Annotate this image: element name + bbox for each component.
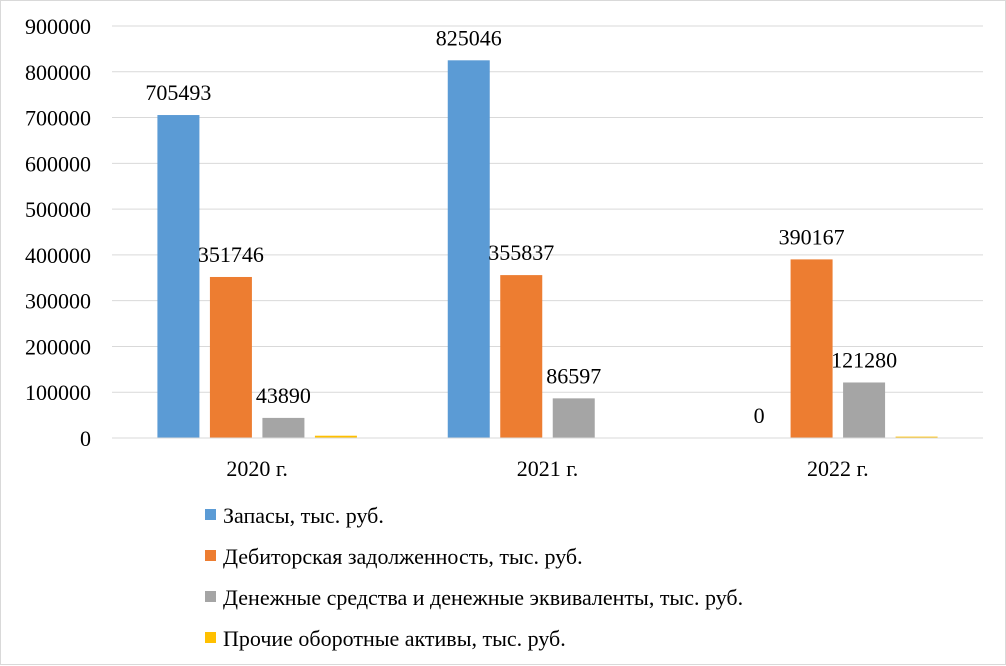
y-tick-label: 300000 bbox=[25, 289, 91, 314]
y-tick-label: 200000 bbox=[25, 334, 91, 359]
data-label: 355837 bbox=[488, 240, 554, 265]
x-tick-label: 2022 г. bbox=[807, 456, 869, 481]
data-label: 351746 bbox=[198, 242, 264, 267]
legend-item: Запасы, тыс. руб. bbox=[205, 503, 384, 528]
y-tick-label: 700000 bbox=[25, 106, 91, 131]
y-tick-label: 100000 bbox=[25, 380, 91, 405]
data-label: 390167 bbox=[779, 224, 845, 249]
x-axis-tick-labels: 2020 г. 2021 г. 2022 г. bbox=[226, 456, 868, 481]
bar bbox=[552, 398, 595, 438]
data-labels: 705493 351746 43890 825046 355837 86597 0 39016… bbox=[145, 25, 897, 428]
y-tick-label: 800000 bbox=[25, 60, 91, 85]
legend-label: Запасы, тыс. руб. bbox=[223, 503, 384, 528]
legend: Запасы, тыс. руб. Дебиторская задолженнос… bbox=[205, 503, 743, 651]
y-tick-label: 500000 bbox=[25, 197, 91, 222]
data-label: 0 bbox=[754, 403, 765, 428]
x-tick-label: 2021 г. bbox=[517, 456, 579, 481]
bar bbox=[790, 259, 833, 438]
legend-label: Прочие оборотные активы, тыс. руб. bbox=[223, 626, 566, 651]
bar bbox=[843, 382, 886, 438]
bar bbox=[895, 436, 938, 438]
legend-label: Дебиторская задолженность, тыс. руб. bbox=[223, 544, 583, 569]
legend-swatch bbox=[205, 550, 216, 561]
bar bbox=[447, 60, 490, 438]
legend-swatch bbox=[205, 632, 216, 643]
y-tick-label: 600000 bbox=[25, 151, 91, 176]
data-label: 705493 bbox=[145, 80, 211, 105]
y-tick-label: 0 bbox=[80, 426, 91, 451]
legend-label: Денежные средства и денежные эквиваленты… bbox=[223, 585, 743, 610]
data-label: 825046 bbox=[436, 25, 502, 50]
legend-swatch bbox=[205, 509, 216, 520]
bar bbox=[209, 276, 252, 438]
bar bbox=[314, 435, 357, 438]
x-tick-label: 2020 г. bbox=[226, 456, 288, 481]
legend-swatch bbox=[205, 591, 216, 602]
data-label: 121280 bbox=[831, 347, 897, 372]
gridlines bbox=[112, 25, 983, 393]
bar bbox=[262, 417, 305, 438]
y-axis-tick-labels: 0 100000 200000 300000 400000 500000 600000 700… bbox=[25, 14, 91, 451]
legend-item: Дебиторская задолженность, тыс. руб. bbox=[205, 544, 583, 569]
bars bbox=[157, 60, 938, 438]
legend-item: Денежные средства и денежные эквиваленты… bbox=[205, 585, 743, 610]
y-tick-label: 400000 bbox=[25, 243, 91, 268]
y-tick-label: 900000 bbox=[25, 14, 91, 39]
legend-item: Прочие оборотные активы, тыс. руб. bbox=[205, 626, 566, 651]
bar bbox=[157, 115, 200, 438]
bar bbox=[500, 275, 543, 438]
data-label: 43890 bbox=[256, 383, 311, 408]
data-label: 86597 bbox=[546, 363, 601, 388]
